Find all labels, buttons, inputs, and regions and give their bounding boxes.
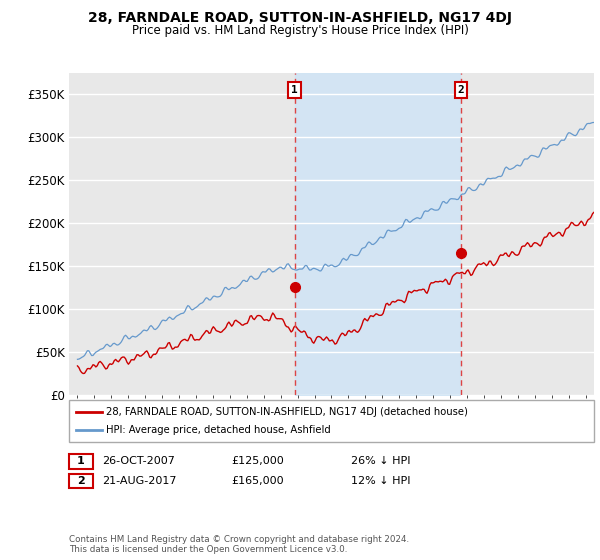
Text: 26-OCT-2007: 26-OCT-2007 — [102, 456, 175, 466]
Text: 12% ↓ HPI: 12% ↓ HPI — [351, 476, 410, 486]
Text: 1: 1 — [77, 456, 85, 466]
Text: 2: 2 — [458, 85, 464, 95]
Text: 1: 1 — [291, 85, 298, 95]
Text: 26% ↓ HPI: 26% ↓ HPI — [351, 456, 410, 466]
Text: £125,000: £125,000 — [231, 456, 284, 466]
Text: 2: 2 — [77, 476, 85, 486]
Text: 28, FARNDALE ROAD, SUTTON-IN-ASHFIELD, NG17 4DJ (detached house): 28, FARNDALE ROAD, SUTTON-IN-ASHFIELD, N… — [106, 407, 468, 417]
Text: Price paid vs. HM Land Registry's House Price Index (HPI): Price paid vs. HM Land Registry's House … — [131, 24, 469, 36]
Text: £165,000: £165,000 — [231, 476, 284, 486]
Text: Contains HM Land Registry data © Crown copyright and database right 2024.
This d: Contains HM Land Registry data © Crown c… — [69, 535, 409, 554]
Text: 21-AUG-2017: 21-AUG-2017 — [102, 476, 176, 486]
Text: 28, FARNDALE ROAD, SUTTON-IN-ASHFIELD, NG17 4DJ: 28, FARNDALE ROAD, SUTTON-IN-ASHFIELD, N… — [88, 11, 512, 25]
Text: HPI: Average price, detached house, Ashfield: HPI: Average price, detached house, Ashf… — [106, 425, 331, 435]
